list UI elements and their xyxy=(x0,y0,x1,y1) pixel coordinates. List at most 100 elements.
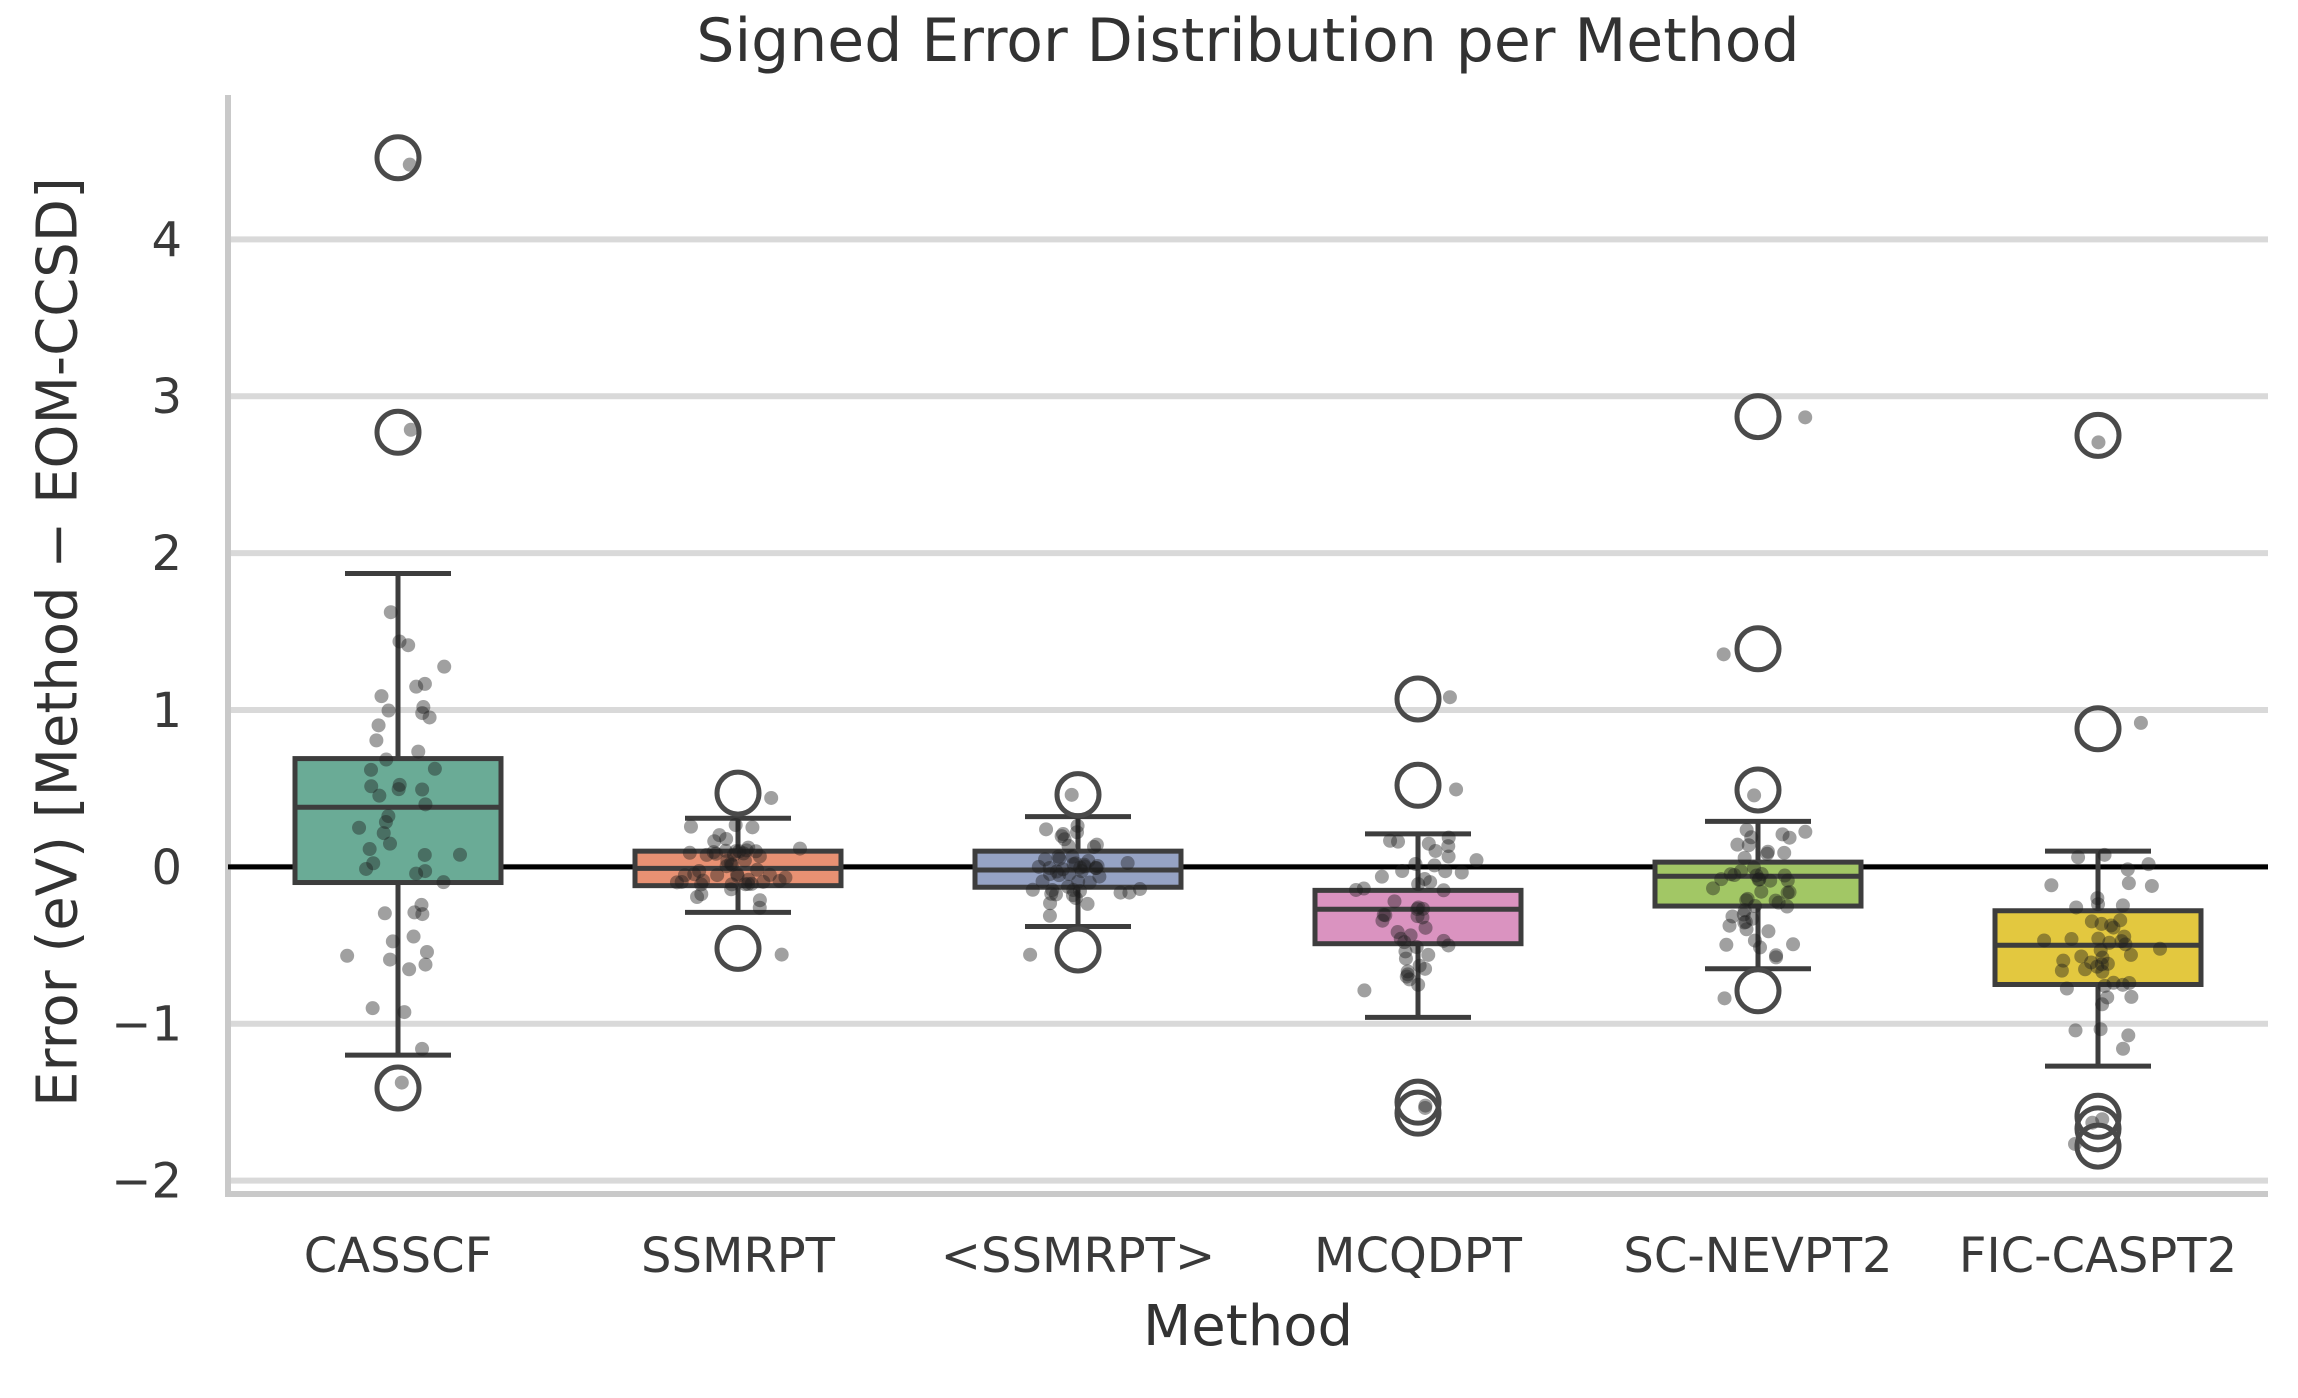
strip-point xyxy=(1769,950,1784,965)
strip-point xyxy=(1061,838,1076,853)
strip-point xyxy=(1052,851,1067,866)
strip-point xyxy=(1441,849,1456,864)
strip-point xyxy=(1747,898,1762,913)
strip-point xyxy=(2095,997,2110,1012)
strip-point xyxy=(2114,934,2129,949)
strip-point xyxy=(1412,958,1427,973)
strip-point xyxy=(1786,937,1801,952)
strip-point xyxy=(1415,910,1430,925)
strip-point xyxy=(1727,868,1742,883)
strip-point xyxy=(2153,941,2167,956)
strip-point xyxy=(2068,1023,2083,1038)
strip-point xyxy=(415,782,430,797)
strip-point xyxy=(1077,859,1092,874)
x-axis-label: Method xyxy=(1142,1294,1354,1359)
strip-point xyxy=(726,847,741,862)
strip-point xyxy=(381,809,396,824)
x-tick-label-5: SC-NEVPT2 xyxy=(1623,1228,1892,1284)
strip-point xyxy=(1071,874,1086,889)
strip-point xyxy=(1054,829,1069,844)
strip-point xyxy=(1087,839,1102,854)
strip-point xyxy=(1410,902,1425,917)
strip-point xyxy=(1035,874,1050,889)
strip-point xyxy=(793,841,807,856)
strip-point xyxy=(1092,869,1107,884)
outlier-marker xyxy=(1734,766,1782,814)
strip-point xyxy=(1120,856,1135,871)
strip-point xyxy=(774,947,789,962)
strip-point xyxy=(1775,827,1790,842)
strip-point xyxy=(1073,860,1088,875)
strip-point xyxy=(2115,898,2130,913)
strip-point xyxy=(1090,858,1105,873)
strip-point xyxy=(710,868,725,883)
strip-point xyxy=(1051,849,1066,864)
strip-point xyxy=(369,733,384,748)
x-tick-label-3: <SSMRPT> xyxy=(941,1228,1215,1284)
outlier-marker xyxy=(714,769,762,817)
strip-point xyxy=(2074,949,2089,964)
strip-point xyxy=(1737,903,1752,918)
strip-point xyxy=(1749,868,1764,883)
strip-point xyxy=(2116,1041,2131,1056)
strip-point xyxy=(1064,787,1079,802)
strip-point xyxy=(1397,935,1412,950)
strip-point xyxy=(2123,947,2138,962)
strip-point xyxy=(379,752,394,767)
strip-point xyxy=(1393,931,1408,946)
strip-point xyxy=(1421,836,1436,851)
outlier-marker xyxy=(2074,1092,2122,1140)
strip-point xyxy=(732,844,747,859)
strip-point xyxy=(1739,822,1754,837)
strip-point xyxy=(2091,435,2106,450)
strip-point xyxy=(381,703,396,718)
y-tick-label: 3 xyxy=(151,369,182,425)
strip-point xyxy=(1378,908,1393,923)
strip-point xyxy=(418,864,433,879)
strip-point xyxy=(1411,877,1426,892)
strip-point xyxy=(1042,908,1057,923)
strip-point xyxy=(1760,844,1775,859)
strip-point xyxy=(1751,872,1766,887)
strip-point xyxy=(2141,857,2156,872)
strip-point xyxy=(1048,887,1063,902)
strip-point xyxy=(683,819,698,834)
strip-point xyxy=(1039,822,1054,837)
strip-point xyxy=(1049,864,1064,879)
strip-point xyxy=(417,676,432,691)
strip-point xyxy=(2037,933,2052,948)
outlier-marker xyxy=(2074,705,2122,753)
strip-point xyxy=(453,847,467,862)
strip-point xyxy=(1442,690,1457,705)
strip-point xyxy=(694,887,709,902)
outlier-marker xyxy=(1394,1089,1442,1137)
strip-point xyxy=(1738,914,1753,929)
strip-point xyxy=(1782,885,1797,900)
outlier-marker xyxy=(374,1064,422,1112)
strip-point xyxy=(1744,830,1759,845)
y-tick-label: 2 xyxy=(151,526,182,582)
strip-point xyxy=(397,1005,412,1020)
strip-point xyxy=(2071,850,2086,865)
strip-point xyxy=(741,872,756,887)
strip-point xyxy=(694,877,709,892)
strip-point xyxy=(1383,833,1398,848)
strip-point xyxy=(407,905,422,920)
strip-point xyxy=(2094,957,2109,972)
strip-point xyxy=(1418,961,1433,976)
strip-point xyxy=(385,934,400,949)
strip-point xyxy=(1080,896,1095,911)
strip-point xyxy=(1077,857,1092,872)
strip-point xyxy=(1089,837,1104,852)
strip-point xyxy=(409,866,424,881)
strip-point xyxy=(1023,947,1038,962)
strip-point xyxy=(1403,928,1418,943)
strip-point xyxy=(762,867,777,882)
strip-point xyxy=(1777,868,1792,883)
strip-point xyxy=(1390,925,1405,940)
y-tick-label: 0 xyxy=(151,840,182,896)
strip-point xyxy=(1427,858,1442,873)
strip-point xyxy=(2044,878,2059,893)
strip-point xyxy=(2100,956,2115,971)
strip-point xyxy=(1068,856,1083,871)
